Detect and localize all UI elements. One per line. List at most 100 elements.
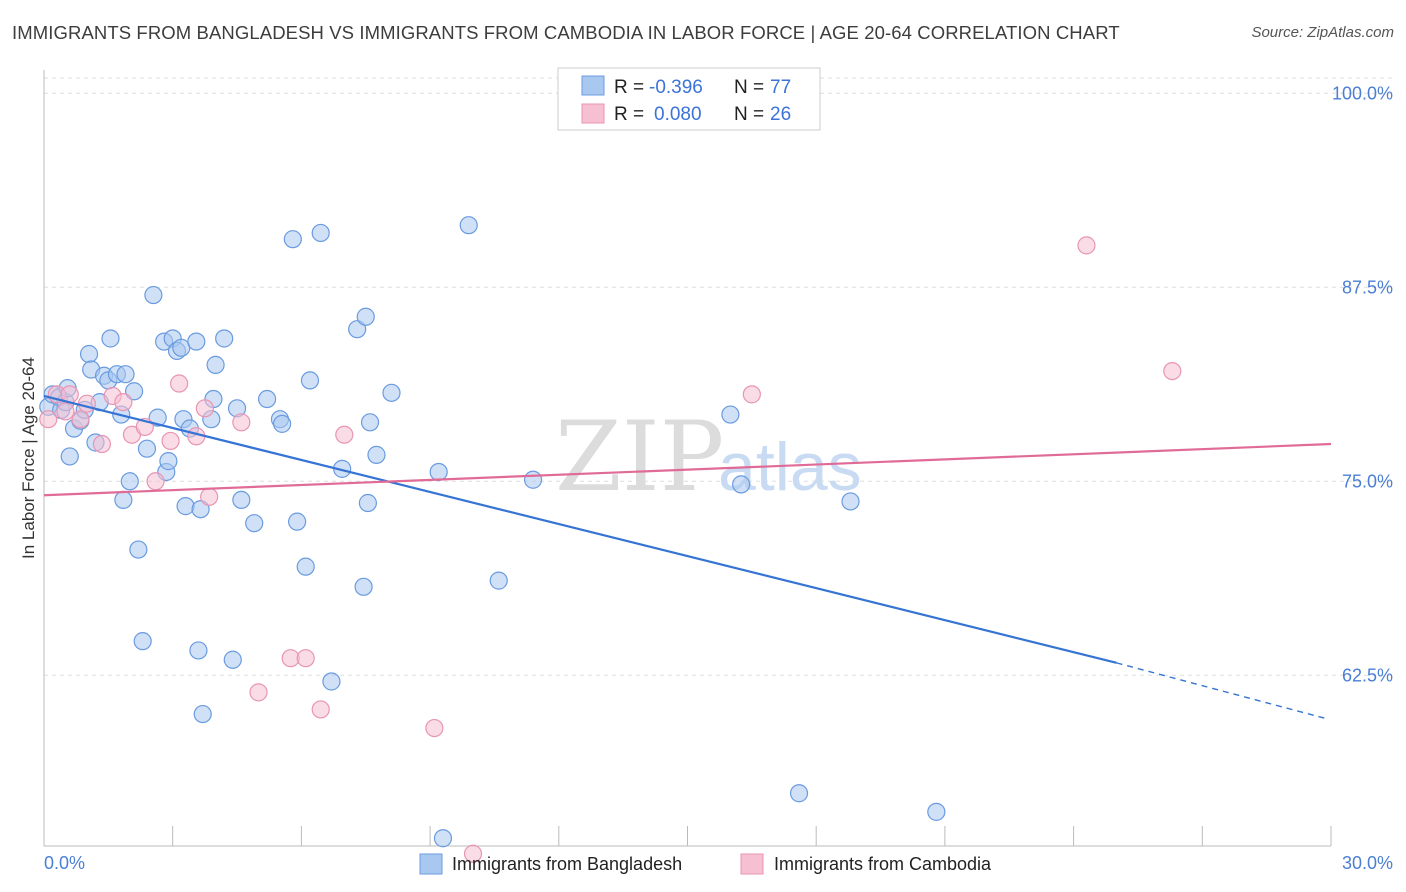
bangladesh-point [176, 497, 195, 516]
cambodia-point [249, 683, 268, 702]
bangladesh-point [732, 475, 751, 494]
legend-r-label-2: R = [614, 104, 644, 125]
chart-title: IMMIGRANTS FROM BANGLADESH VS IMMIGRANTS… [12, 22, 1120, 43]
cambodia-point [39, 410, 58, 429]
legend-swatch-cambodia [581, 103, 605, 124]
trend-lines [43, 394, 1332, 720]
bangladesh-point [187, 332, 206, 351]
bangladesh-point [120, 472, 139, 491]
bangladesh-point [360, 413, 380, 432]
legend-n-value-2: 26 [770, 104, 791, 125]
bangladesh-point [129, 540, 148, 559]
bangladesh-point [144, 285, 163, 305]
bangladesh-point [927, 802, 946, 821]
bangladesh-point [193, 704, 212, 724]
cambodia-point [335, 425, 354, 444]
bangladesh-point [189, 641, 208, 660]
cambodia-point [71, 410, 90, 429]
bangladesh-point [101, 329, 120, 348]
bangladesh-point [296, 557, 315, 576]
y-tick-label: 87.5% [1342, 277, 1393, 297]
bangladesh-point [159, 452, 178, 471]
bangladesh-point [148, 408, 167, 427]
bangladesh-point [124, 382, 144, 401]
bangladesh-point [288, 512, 307, 531]
bangladesh-point [367, 445, 386, 464]
bangladesh-point [215, 329, 234, 348]
cambodia-point [195, 399, 214, 418]
cambodia-point [114, 393, 133, 412]
series-cambodia-points [39, 236, 1182, 863]
bangladesh-point [133, 632, 152, 651]
source-label: Source: ZipAtlas.com [1251, 24, 1394, 41]
bangladesh-point [60, 447, 79, 466]
bangladesh-point [354, 577, 373, 596]
bottom-legend: Immigrants from Bangladesh Immigrants fr… [419, 853, 992, 875]
bangladesh-point [523, 470, 543, 489]
bangladesh-point [489, 571, 508, 590]
bangladesh-point [137, 439, 157, 458]
cambodia-point [425, 718, 444, 738]
bottom-legend-swatch-bangladesh [419, 853, 443, 875]
bangladesh-point [257, 389, 277, 409]
cambodia-point [1077, 236, 1096, 255]
y-tick-label: 100.0% [1332, 83, 1393, 103]
bangladesh-point [245, 514, 264, 533]
bangladesh-point [116, 365, 135, 384]
watermark: ZIP atlas [555, 401, 862, 513]
bangladesh-point [429, 462, 448, 482]
bangladesh-point [79, 344, 99, 364]
cambodia-point [463, 844, 483, 863]
bangladesh-point [311, 223, 330, 243]
bangladesh-point [114, 490, 133, 510]
bangladesh-point [232, 490, 251, 510]
bangladesh-point [358, 493, 377, 513]
cambodia-point [232, 413, 251, 432]
bangladesh-point [348, 320, 367, 339]
x-tick-label-max: 30.0% [1342, 853, 1393, 873]
cambodia-point [92, 434, 112, 454]
bangladesh-point [300, 371, 320, 390]
bottom-legend-swatch-cambodia [740, 853, 764, 875]
legend-n-label-2: N = [734, 104, 764, 125]
trend-line-bangladesh-extension [1116, 662, 1327, 720]
bangladesh-point [206, 355, 225, 374]
cambodia-point [296, 649, 315, 668]
legend-r-label-1: R = [614, 77, 644, 98]
cambodia-point [742, 385, 761, 404]
legend-r-value-1: -0.396 [649, 77, 703, 98]
bangladesh-point [283, 230, 302, 249]
legend-swatch-bangladesh [581, 75, 605, 96]
x-ticks [43, 826, 1332, 846]
legend-r-value-2: 0.080 [654, 104, 702, 125]
legend-n-value-1: 77 [770, 77, 791, 98]
cambodia-point [1163, 361, 1182, 381]
cambodia-point [161, 431, 180, 451]
watermark-zip: ZIP [555, 401, 724, 513]
y-tick-label: 62.5% [1342, 665, 1393, 685]
cambodia-point [77, 394, 97, 413]
trend-line-bangladesh [43, 394, 1117, 664]
bangladesh-point [459, 216, 478, 235]
bottom-legend-label-cambodia: Immigrants from Cambodia [774, 854, 992, 874]
bangladesh-point [322, 672, 341, 691]
bangladesh-point [789, 784, 809, 803]
grid-lines [44, 77, 1393, 676]
bottom-legend-label-bangladesh: Immigrants from Bangladesh [452, 854, 682, 874]
y-axis-title: In Labor Force | Age 20-64 [19, 357, 38, 559]
x-tick-label-min: 0.0% [44, 853, 85, 873]
bangladesh-point [223, 650, 242, 669]
cambodia-point [146, 472, 165, 491]
bangladesh-point [433, 829, 453, 848]
y-tick-label: 75.0% [1342, 471, 1393, 491]
bangladesh-point [356, 307, 375, 326]
bangladesh-point [382, 383, 401, 402]
trend-line-cambodia [43, 442, 1332, 497]
bangladesh-point [272, 414, 292, 433]
cambodia-point [170, 374, 189, 393]
legend-box: R = -0.396 N = 77 R = 0.080 N = 26 [557, 67, 821, 131]
y-tick-labels: 62.5% 75.0% 87.5% 100.0% [1332, 83, 1393, 685]
bangladesh-point [721, 405, 740, 424]
cambodia-point [56, 402, 75, 421]
